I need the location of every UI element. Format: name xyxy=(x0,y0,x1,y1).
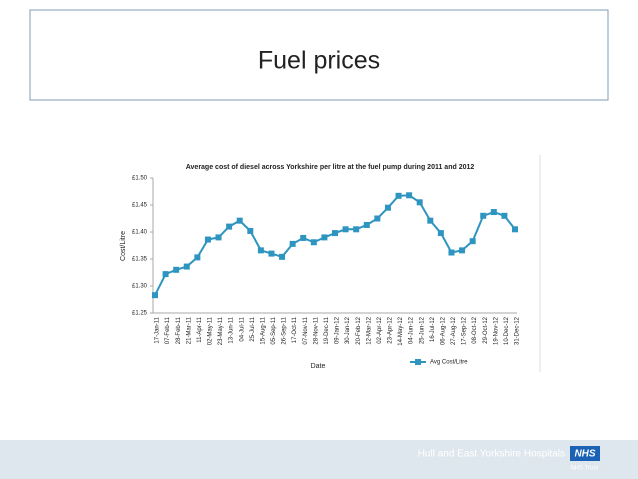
x-tick-label: 23-May-11 xyxy=(218,316,224,345)
x-tick-label: 21-Mar-11 xyxy=(186,316,192,344)
x-tick-label: 28-Feb-11 xyxy=(176,316,182,344)
x-tick-label: 04-Jun-12 xyxy=(409,316,415,344)
x-tick-label: 10-Dec-12 xyxy=(504,316,510,345)
x-tick-label: 27-Aug-12 xyxy=(451,316,457,345)
x-tick-label: 07-Nov-11 xyxy=(303,316,309,344)
x-tick-label: 05-Sep-11 xyxy=(271,316,277,344)
x-tick-label: 19-Dec-11 xyxy=(324,316,330,344)
data-point xyxy=(183,263,190,270)
x-tick-label: 28-Nov-11 xyxy=(313,316,319,344)
data-point xyxy=(321,234,328,241)
data-point xyxy=(406,192,413,199)
x-tick-label: 26-Sep-11 xyxy=(282,316,288,344)
data-point xyxy=(173,266,180,273)
data-point xyxy=(215,234,222,241)
y-tick-label: £1.25 xyxy=(132,311,148,317)
x-tick-label: 12-Mar-12 xyxy=(366,316,372,344)
x-tick-label: 11-Apr-11 xyxy=(197,316,203,342)
x-tick-label: 30-Jan-12 xyxy=(345,316,351,344)
x-tick-label: 29-Oct-12 xyxy=(483,316,489,343)
x-tick-label: 13-Jun-11 xyxy=(229,316,235,343)
data-point xyxy=(374,215,381,222)
y-tick-label: £1.35 xyxy=(132,257,148,263)
data-point xyxy=(448,249,455,256)
data-point xyxy=(194,254,201,261)
slide-title: Fuel prices xyxy=(258,47,380,75)
x-tick-label: 19-Nov-12 xyxy=(493,316,499,345)
data-point xyxy=(236,217,243,224)
x-tick-label: 04-Jul-11 xyxy=(239,316,245,341)
data-point xyxy=(204,236,211,243)
x-tick-label: 16-Jul-12 xyxy=(430,316,436,342)
data-point xyxy=(332,230,338,237)
data-point xyxy=(416,199,423,206)
data-point xyxy=(152,292,158,299)
data-point xyxy=(300,234,307,241)
y-tick-label: £1.50 xyxy=(132,176,148,182)
x-axis-label: Date xyxy=(311,363,326,370)
x-tick-label: 08-Oct-12 xyxy=(472,316,478,343)
x-tick-label: 15-Aug-11 xyxy=(260,316,266,344)
footer-band xyxy=(0,440,638,479)
data-point xyxy=(310,239,317,246)
data-point xyxy=(384,204,391,211)
x-tick-label: 25-Jun-12 xyxy=(419,316,425,344)
data-point xyxy=(289,240,296,247)
data-point xyxy=(162,271,169,278)
data-point xyxy=(501,212,508,219)
data-point xyxy=(247,227,254,234)
data-point xyxy=(342,226,349,233)
data-point xyxy=(512,226,518,233)
nhs-logo-text: NHS xyxy=(574,449,595,460)
data-point xyxy=(226,223,233,230)
y-axis-label: Cost/Litre xyxy=(120,231,127,261)
data-point xyxy=(363,221,370,228)
data-point xyxy=(279,253,286,260)
legend-marker xyxy=(415,359,421,365)
title-box xyxy=(29,9,609,101)
y-tick-label: £1.45 xyxy=(132,203,148,209)
x-tick-label: 14-May-12 xyxy=(398,316,404,345)
x-tick-label: 23-Apr-12 xyxy=(388,316,394,343)
x-tick-label: 25-Jul-11 xyxy=(250,316,256,341)
series-line xyxy=(154,194,516,296)
y-tick-label: £1.30 xyxy=(132,284,148,290)
data-point xyxy=(257,247,264,254)
data-point xyxy=(395,192,402,199)
chart-title: Average cost of diesel across Yorkshire … xyxy=(186,164,475,171)
x-tick-label: 02-Apr-12 xyxy=(377,316,383,343)
data-point xyxy=(459,247,466,254)
data-point xyxy=(437,230,444,237)
nhs-logo xyxy=(570,446,600,461)
x-tick-label: 07-Feb-11 xyxy=(165,316,171,344)
x-tick-label: 09-Jan-12 xyxy=(335,316,341,344)
data-point xyxy=(490,209,497,216)
x-tick-label: 17-Oct-11 xyxy=(292,316,298,343)
data-point xyxy=(469,238,476,245)
data-point xyxy=(427,217,434,224)
x-tick-label: 06-Aug-12 xyxy=(440,316,446,345)
x-tick-label: 31-Dec-12 xyxy=(515,316,521,345)
x-tick-label: 20-Feb-12 xyxy=(356,316,362,344)
x-tick-label: 17-Jan-11 xyxy=(155,316,161,343)
y-tick-label: £1.40 xyxy=(132,230,148,236)
footer-organisation: Hull and East Yorkshire Hospitals xyxy=(418,449,565,460)
legend-label: Avg Cost/Litre xyxy=(430,360,468,366)
data-point xyxy=(268,250,275,257)
data-point xyxy=(353,226,360,233)
x-tick-label: 02-May-11 xyxy=(208,316,214,345)
data-point xyxy=(480,212,487,219)
x-tick-label: 17-Sep-12 xyxy=(462,316,468,345)
footer-subtitle: NHS Trust xyxy=(570,466,598,472)
